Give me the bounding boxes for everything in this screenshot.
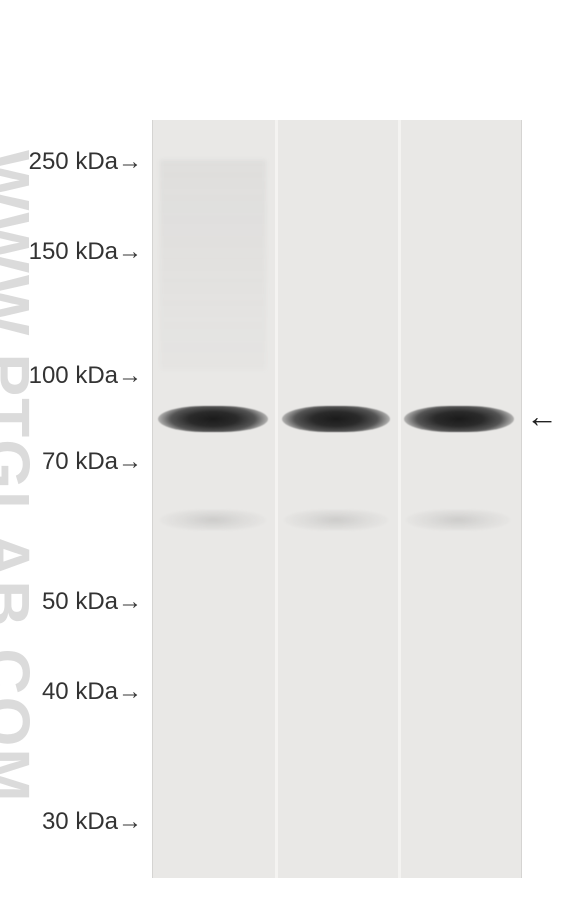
arrow-icon: → [118, 808, 142, 836]
marker-150: 150 kDa→ [29, 238, 142, 266]
marker-30-text: 30 kDa [42, 808, 118, 835]
marker-150-text: 150 kDa [29, 238, 118, 265]
marker-40: 40 kDa→ [42, 678, 142, 706]
marker-labels-group: 250 kDa→ 150 kDa→ 100 kDa→ 70 kDa→ 50 kD… [0, 0, 150, 903]
marker-40-text: 40 kDa [42, 678, 118, 705]
arrow-icon: → [118, 238, 142, 266]
lane-gap-2 [398, 120, 401, 878]
marker-70-text: 70 kDa [42, 448, 118, 475]
band-lane1 [158, 406, 268, 432]
marker-250: 250 kDa→ [29, 148, 142, 176]
arrow-icon: → [118, 148, 142, 176]
target-arrow-icon: ← [526, 398, 558, 435]
arrow-icon: → [118, 588, 142, 616]
arrow-icon: → [118, 448, 142, 476]
lane-gap-1 [275, 120, 278, 878]
band-lane3 [404, 406, 514, 432]
marker-70: 70 kDa→ [42, 448, 142, 476]
band-lane2 [282, 406, 390, 432]
arrow-icon: → [118, 678, 142, 706]
faint-band-lane3 [406, 510, 510, 530]
faint-band-lane1 [160, 510, 266, 530]
arrow-icon: → [118, 362, 142, 390]
faint-band-lane2 [284, 510, 388, 530]
marker-50: 50 kDa→ [42, 588, 142, 616]
marker-100-text: 100 kDa [29, 362, 118, 389]
blot-figure: WWW.PTGLAB.COM HEK-293 HeLa NIH/3T3 250 … [0, 0, 570, 903]
marker-30: 30 kDa→ [42, 808, 142, 836]
marker-50-text: 50 kDa [42, 588, 118, 615]
smear-lane1 [160, 160, 266, 370]
marker-250-text: 250 kDa [29, 148, 118, 175]
marker-100: 100 kDa→ [29, 362, 142, 390]
